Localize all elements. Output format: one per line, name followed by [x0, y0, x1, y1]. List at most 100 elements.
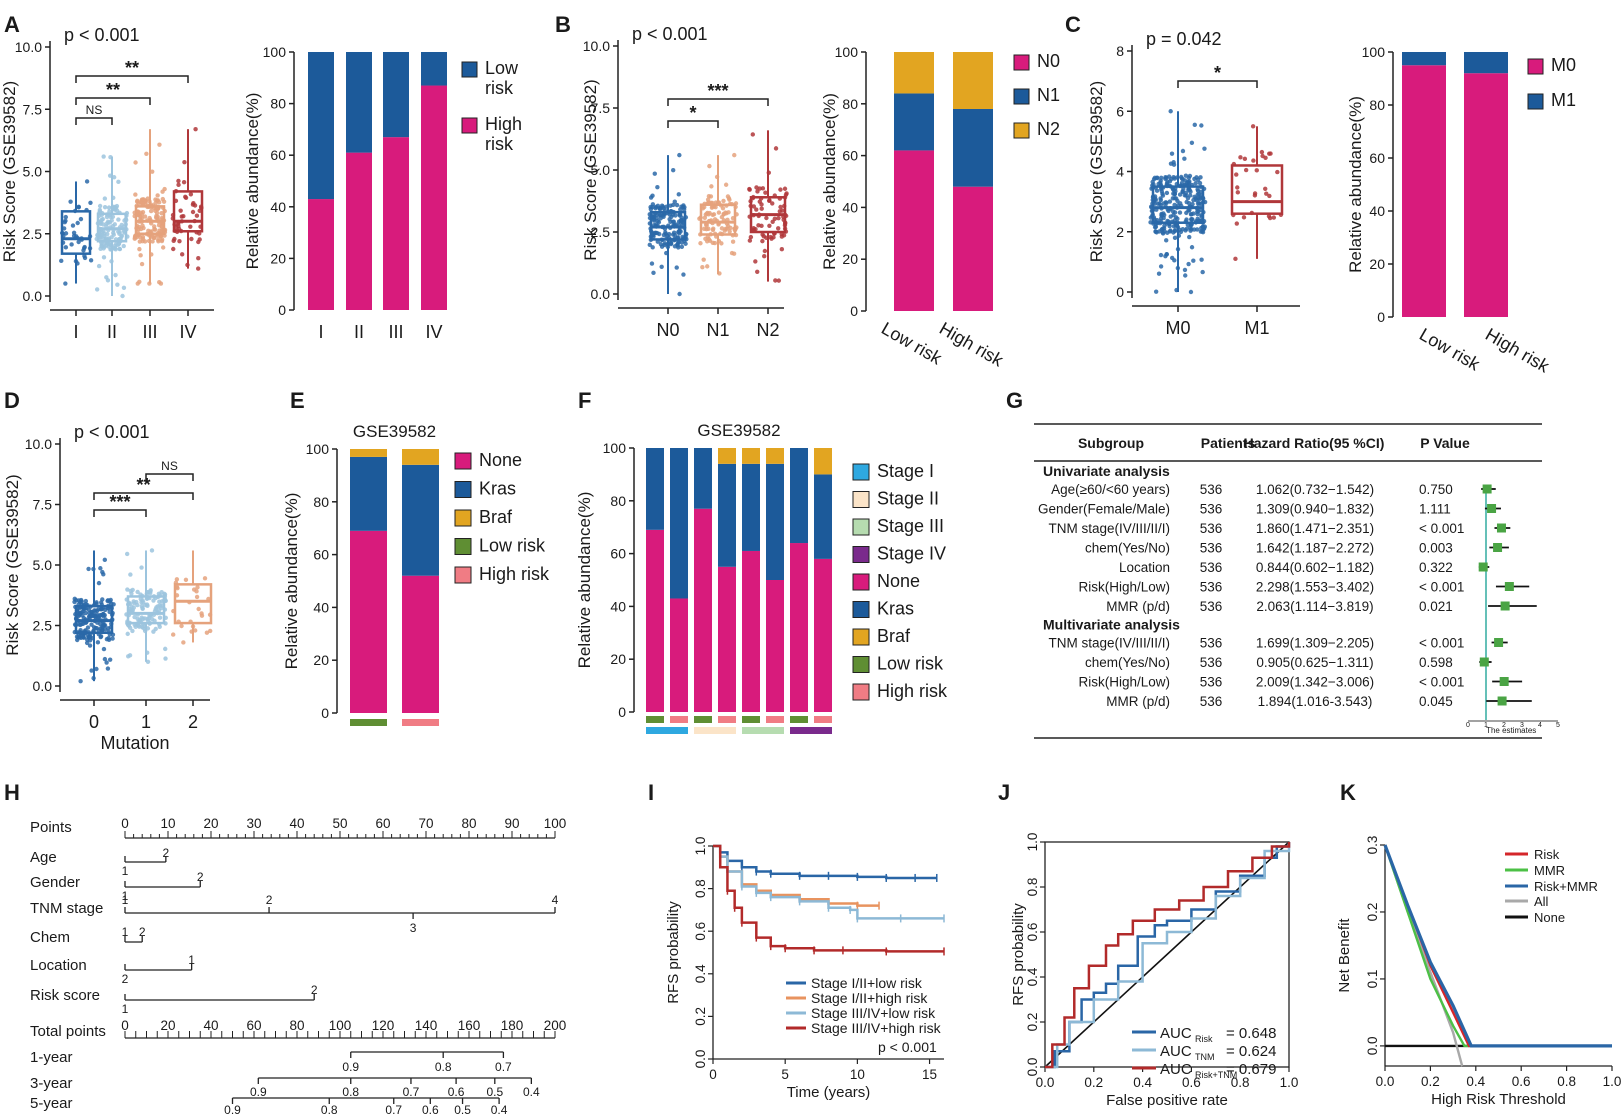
- data-point: [725, 194, 731, 199]
- row-hazard-ratio: 0.905(0.625−1.311): [1256, 655, 1373, 670]
- data-point: [1189, 245, 1195, 250]
- legend-subscript: Risk: [1195, 1034, 1213, 1044]
- bar-segment: [402, 575, 439, 713]
- data-point: [208, 628, 213, 634]
- scale-label: 1: [122, 1002, 129, 1016]
- row-name: Age(≥60/<60 years): [1051, 482, 1170, 497]
- data-point: [1177, 210, 1183, 215]
- total-tick-label: 140: [415, 1018, 438, 1033]
- scale-label: 1: [122, 925, 129, 939]
- data-point: [1164, 238, 1169, 243]
- data-point: [138, 596, 143, 602]
- legend-label: M1: [1551, 90, 1576, 110]
- bar-segment: [694, 508, 712, 712]
- significance-label: **: [106, 80, 120, 100]
- data-point: [161, 199, 167, 204]
- bar-segment: [383, 52, 409, 138]
- p-value: p < 0.001: [878, 1039, 937, 1055]
- table-header: Patients: [1201, 435, 1256, 451]
- data-point: [776, 278, 782, 283]
- data-point: [1199, 257, 1204, 262]
- estimate-marker: [1479, 657, 1489, 667]
- y-tick-label: 7.5: [23, 101, 43, 117]
- data-point: [140, 223, 145, 228]
- scale-label: 4: [552, 893, 559, 907]
- estimate-marker: [1500, 601, 1510, 611]
- row-p-value: 0.021: [1419, 599, 1453, 614]
- data-point: [162, 591, 167, 597]
- auc-value: = 0.648: [1226, 1025, 1276, 1042]
- chart-title: GSE39582: [353, 422, 436, 441]
- data-point: [132, 614, 137, 620]
- data-point: [651, 232, 656, 237]
- x-tick-label: 0.0: [1376, 1074, 1395, 1089]
- data-point: [1185, 196, 1191, 201]
- data-point: [1202, 146, 1207, 151]
- data-point: [102, 557, 108, 563]
- y-tick-label: 40: [313, 599, 329, 615]
- data-point: [674, 265, 679, 270]
- data-point: [1192, 122, 1197, 128]
- data-point: [120, 293, 125, 299]
- bar-segment: [402, 464, 439, 576]
- data-point: [194, 589, 199, 594]
- data-point: [157, 200, 162, 205]
- data-point: [98, 566, 103, 571]
- data-point: [63, 245, 69, 250]
- roc-plot: 0.0 0.2 0.4 0.6 0.8 1.0 0.0 0.2 0.4 0.6 0.8 1.0 Fals…: [1010, 833, 1298, 1109]
- data-point: [1187, 173, 1193, 179]
- data-point: [760, 238, 765, 244]
- data-point: [134, 199, 140, 204]
- data-point: [1187, 179, 1192, 184]
- data-point: [710, 240, 715, 246]
- data-point: [163, 656, 168, 661]
- data-point: [730, 239, 736, 244]
- row-patients: 536: [1200, 560, 1223, 575]
- y-tick-label: 2: [1116, 224, 1124, 240]
- data-point: [721, 211, 726, 217]
- nomogram-scale: [124, 881, 201, 888]
- significance-bracket: [667, 120, 719, 128]
- data-point: [1234, 221, 1240, 226]
- scale-label: 1: [122, 864, 129, 878]
- data-point: [711, 212, 717, 217]
- bar-segment: [953, 52, 993, 109]
- data-point: [163, 646, 168, 652]
- legend-label: M0: [1551, 55, 1576, 75]
- data-point: [1241, 215, 1247, 220]
- probability-label: 0.6: [448, 1085, 465, 1099]
- data-point: [778, 204, 783, 210]
- panel-label: C: [1065, 12, 1081, 37]
- significance-label: **: [136, 475, 150, 495]
- data-point: [100, 597, 105, 602]
- data-point: [764, 215, 769, 221]
- legend-label: Stage I/II+high risk: [811, 990, 928, 1006]
- data-point: [753, 259, 758, 264]
- scale-label: 2: [266, 893, 273, 907]
- points-tick-label: 70: [418, 816, 433, 831]
- data-point: [1183, 273, 1188, 278]
- data-point: [1158, 197, 1163, 203]
- data-point: [96, 580, 102, 586]
- data-point: [107, 209, 112, 214]
- data-point: [1275, 169, 1280, 175]
- data-point: [1168, 109, 1173, 114]
- legend-label: Low risk: [877, 654, 944, 674]
- nomogram-row-label: TNM stage: [30, 900, 103, 917]
- data-point: [670, 167, 676, 173]
- data-point: [1158, 264, 1164, 269]
- data-point: [1186, 261, 1191, 267]
- probability-label: 0.8: [321, 1103, 338, 1115]
- data-point: [192, 628, 198, 633]
- dca-plot: 0.0 0.2 0.4 0.6 0.8 1.0 0.0 0.1 0.2 0.3 High Risk …: [1336, 836, 1621, 1108]
- legend-F: Stage I Stage II Stage III Stage IV None Kras…: [852, 461, 948, 701]
- data-point: [182, 159, 187, 165]
- y-axis-label: Relative abundance(%): [243, 93, 262, 270]
- legend-swatch: [454, 538, 472, 555]
- y-tick-label: 0.1: [1365, 970, 1380, 989]
- row-hazard-ratio: 1.860(1.471−2.351): [1256, 521, 1374, 536]
- y-tick-label: 0.2: [1365, 903, 1380, 922]
- data-point: [114, 241, 119, 247]
- legend-label: Kras: [479, 479, 516, 499]
- data-point: [133, 160, 138, 165]
